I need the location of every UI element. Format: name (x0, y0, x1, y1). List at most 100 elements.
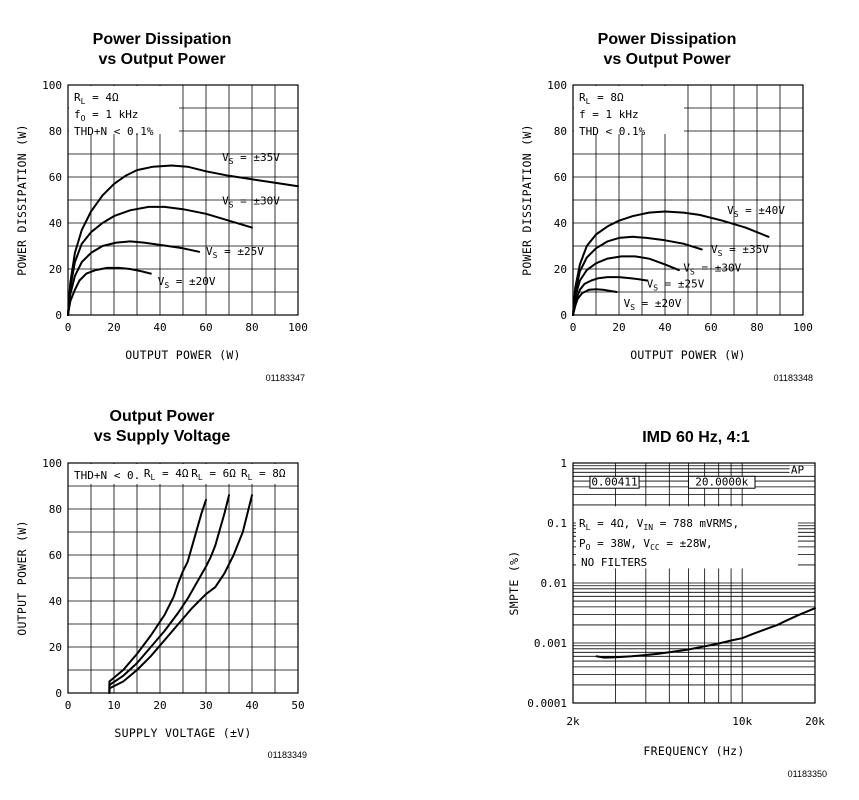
note-line: RL = 8Ω (579, 91, 624, 106)
figure-code: 01183348 (774, 373, 813, 383)
x-axis-label: OUTPUT POWER (W) (630, 348, 746, 362)
series-label: VS = ±35V (222, 151, 280, 166)
y-tick-label: 40 (49, 595, 62, 608)
x-tick-label: 40 (153, 321, 166, 334)
y-tick-label: 40 (49, 217, 62, 230)
grid-lines (68, 85, 298, 315)
x-tick-label: 0 (65, 699, 72, 712)
note-line: THD < 0.1% (579, 125, 646, 138)
y-tick-label: 40 (554, 217, 567, 230)
figure-code: 01183347 (266, 373, 305, 383)
y-tick-label: 60 (554, 171, 567, 184)
chart-title: Power Dissipation (598, 31, 737, 48)
chart-dissipation-4ohm: Power Dissipation vs Output Power 0 20 40 60 8… (15, 31, 308, 383)
x-axis-label: SUPPLY VOLTAGE (±V) (114, 726, 251, 740)
y-tick-label: 0 (55, 687, 62, 700)
series-label: VS = ±30V (222, 195, 280, 210)
y-tick-label: 100 (42, 79, 62, 92)
series-line (67, 205, 253, 316)
y-tick-label: 0 (55, 309, 62, 322)
series-label: VS = ±25V (647, 277, 705, 292)
y-tick-label: 80 (554, 125, 567, 138)
chart-title: vs Supply Voltage (94, 428, 231, 445)
series-line (595, 607, 816, 659)
series-label: VS = ±25V (206, 245, 264, 260)
note-line: THD+N < 0.1% (74, 469, 154, 482)
x-tick-label: 80 (750, 321, 763, 334)
y-axis-label: SMPTE (%) (507, 550, 521, 615)
series-line (67, 266, 152, 316)
x-tick-label: 2k (566, 715, 580, 728)
plot-frame (572, 84, 804, 316)
chart-title: Output Power (110, 408, 215, 425)
x-tick-label: 100 (288, 321, 308, 334)
chart-title: IMD 60 Hz, 4:1 (642, 429, 750, 446)
note-box (576, 506, 798, 569)
legend-label: RL = 6Ω (191, 467, 236, 482)
note-line: RL = 4Ω (74, 91, 119, 106)
series-label: VS = ±20V (624, 297, 682, 312)
note-line: RL = 4Ω, VIN = 788 mVRMS, (579, 517, 739, 532)
series-label: VS = ±40V (727, 204, 785, 219)
y-tick-label: 80 (49, 503, 62, 516)
series-line (67, 164, 299, 316)
y-tick-label: 0.0001 (527, 697, 567, 710)
grid-lines (573, 463, 815, 703)
chart-imd: IMD 60 Hz, 4:1 0.00411 20.0000k AP RL = 4Ω, … (507, 429, 827, 779)
series-line (572, 288, 618, 316)
y-tick-label: 60 (49, 171, 62, 184)
y-axis-label: POWER DISSIPATION (W) (520, 124, 534, 276)
x-tick-label: 0 (65, 321, 72, 334)
x-tick-label: 50 (291, 699, 304, 712)
y-tick-label: 60 (49, 549, 62, 562)
series-line (108, 494, 253, 694)
series-line (108, 494, 230, 694)
note-line: NO FILTERS (581, 556, 647, 569)
x-tick-label: 60 (199, 321, 212, 334)
y-tick-label: 20 (49, 263, 62, 276)
x-tick-label: 0 (570, 321, 577, 334)
y-tick-label: 80 (49, 125, 62, 138)
y-tick-label: 0.1 (547, 517, 567, 530)
y-tick-label: 20 (49, 641, 62, 654)
x-tick-label: 30 (199, 699, 212, 712)
plot-frame (572, 462, 816, 704)
series-label: VS = ±20V (158, 275, 216, 290)
x-tick-label: 20 (612, 321, 625, 334)
y-tick-label: 20 (554, 263, 567, 276)
note-box (69, 86, 179, 134)
ap-logo: AP (791, 463, 805, 476)
note-box (574, 86, 684, 134)
y-tick-label: 100 (547, 79, 567, 92)
x-tick-label: 40 (245, 699, 258, 712)
y-tick-label: 0.01 (541, 577, 568, 590)
series-label: VS = ±30V (683, 261, 741, 276)
x-tick-label: 20 (107, 321, 120, 334)
x-axis-label: OUTPUT POWER (W) (125, 348, 241, 362)
y-axis-label: OUTPUT POWER (W) (15, 520, 29, 636)
chart-title: vs Output Power (603, 51, 730, 68)
readout-value: 20.0000k (695, 476, 748, 489)
series-line (67, 240, 201, 316)
series-label: VS = ±35V (711, 243, 769, 258)
grid-lines (68, 463, 298, 693)
note-line: THD+N < 0.1% (74, 125, 154, 138)
chart-output-vs-supply: Output Power vs Supply Voltage 0 10 20 30 40 50… (15, 408, 307, 760)
figure-code: 01183349 (268, 750, 307, 760)
x-tick-label: 60 (704, 321, 717, 334)
series-line (572, 276, 648, 316)
plot-frame (67, 462, 299, 694)
legend-box (139, 464, 285, 484)
plot-frame (67, 84, 299, 316)
series-line (572, 235, 703, 316)
x-tick-label: 10k (732, 715, 752, 728)
ap-box (789, 465, 815, 476)
x-tick-label: 80 (245, 321, 258, 334)
note-line: PO = 38W, VCC = ±28W, (579, 537, 713, 552)
x-tick-label: 10 (107, 699, 120, 712)
x-axis-label: FREQUENCY (Hz) (643, 744, 744, 758)
chart-title: vs Output Power (98, 51, 225, 68)
readout-box (687, 475, 756, 489)
y-tick-label: 100 (42, 457, 62, 470)
readout-value: 0.00411 (591, 476, 637, 489)
